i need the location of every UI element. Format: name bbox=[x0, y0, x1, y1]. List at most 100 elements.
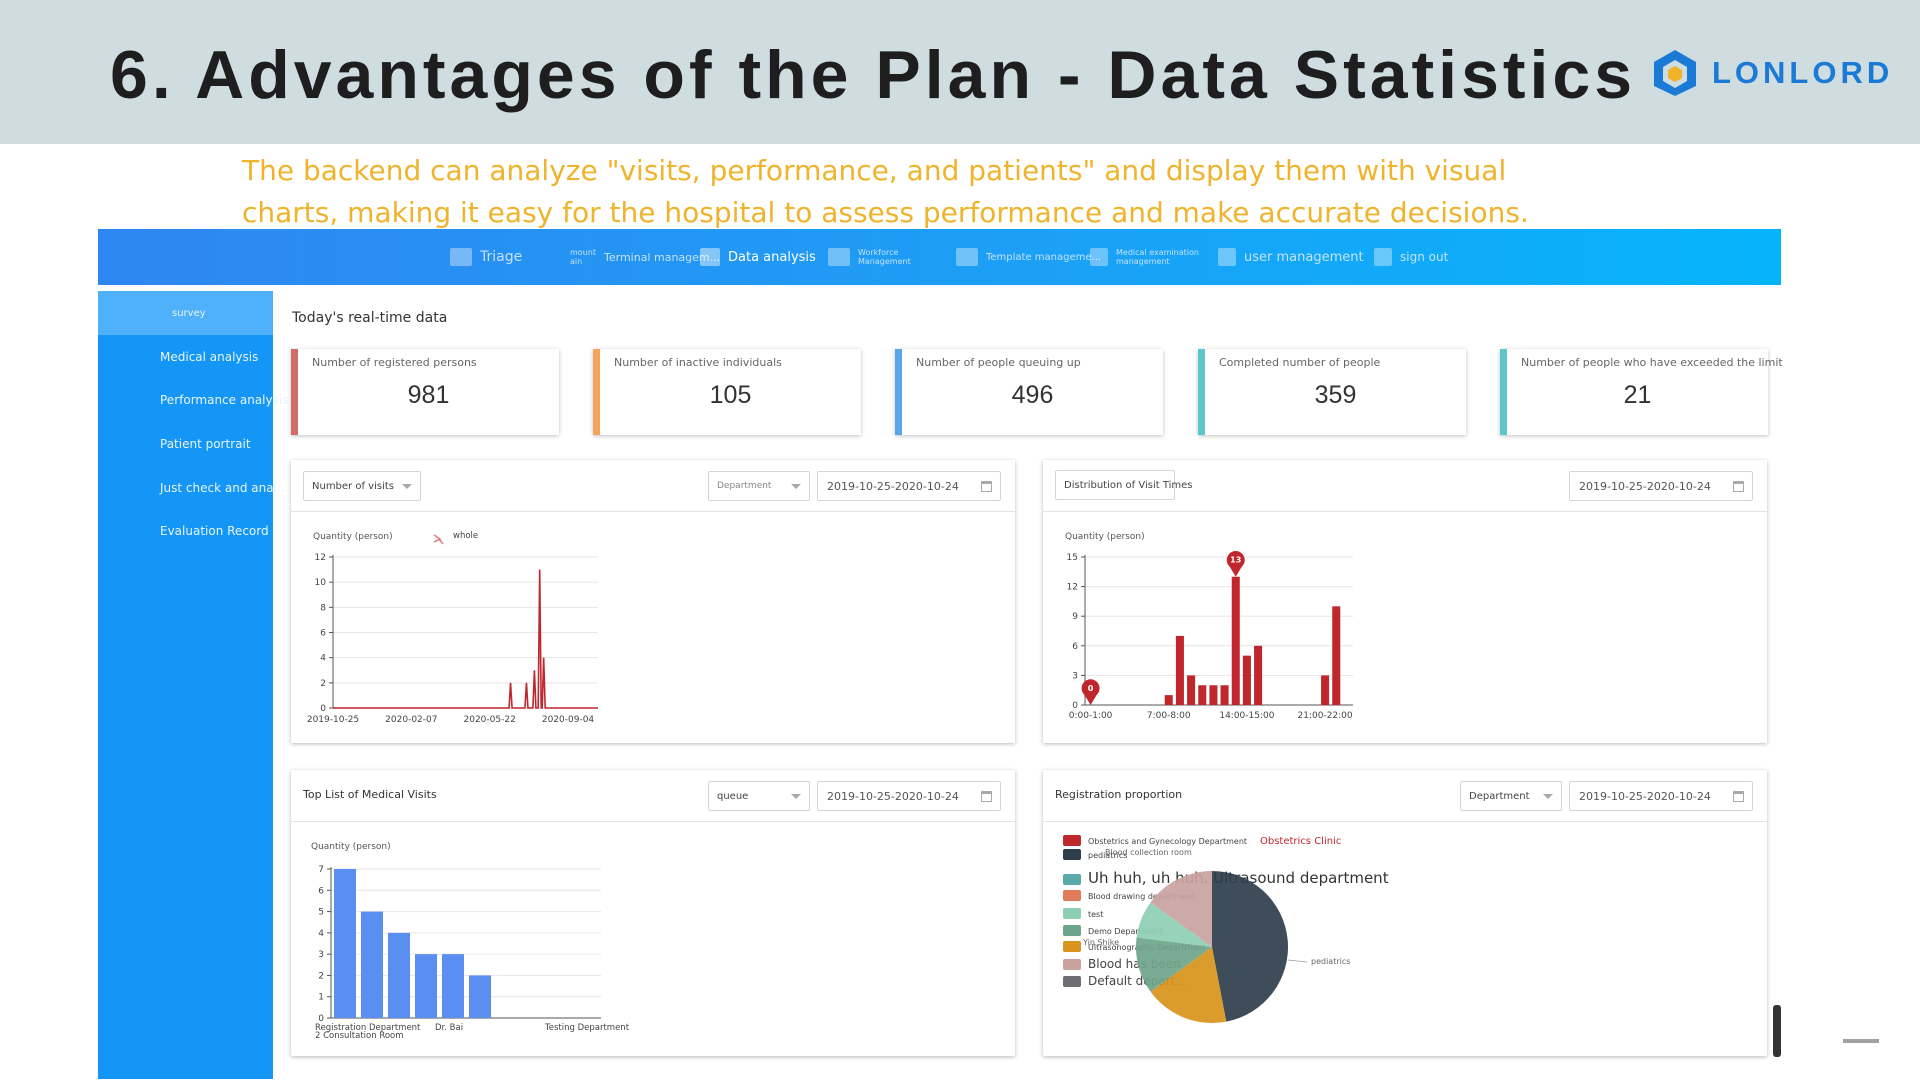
user-icon bbox=[1090, 248, 1108, 266]
nav-terminal-management[interactable]: Terminal managem... bbox=[604, 229, 720, 285]
date-range-picker[interactable]: 2019-10-25-2020-10-24 bbox=[817, 781, 1001, 811]
stat-label: Number of people queuing up bbox=[916, 356, 1081, 369]
sidebar-item-medical-analysis[interactable]: Medical analysis bbox=[160, 350, 259, 364]
y-tick-label: 5 bbox=[318, 908, 324, 918]
x-tick-label: Dr. Bai bbox=[435, 1023, 463, 1033]
x-tick-label: 2019-10-25 bbox=[307, 715, 359, 725]
panel-header: Top List of Medical Visits queue 2019-10… bbox=[291, 770, 1015, 822]
nav-sign-out[interactable]: sign out bbox=[1374, 229, 1448, 285]
pie-slice bbox=[1150, 871, 1212, 947]
legend-swatch bbox=[1063, 890, 1081, 901]
pie-annotation: Obstetrics Clinic bbox=[1260, 836, 1341, 847]
scrollbar-thumb[interactable] bbox=[1773, 1005, 1781, 1057]
pie-slice bbox=[1136, 902, 1212, 947]
nav-label: sign out bbox=[1400, 250, 1449, 264]
x-tick-label: 2 Consultation Room bbox=[315, 1031, 404, 1041]
date-range-picker[interactable]: 2019-10-25-2020-10-24 bbox=[817, 471, 1001, 501]
y-tick-label: 2 bbox=[318, 971, 324, 981]
pie-annotation: pediatrics bbox=[1311, 957, 1350, 966]
app-screenshot: Triage mount ain Terminal managem... Dat… bbox=[98, 229, 1783, 1079]
department-select[interactable]: Department bbox=[708, 471, 810, 501]
value-marker-pin bbox=[1081, 679, 1100, 705]
pie-slice bbox=[1150, 947, 1227, 1023]
y-tick-label: 0 bbox=[1072, 701, 1078, 711]
nav-label: Medical examination management bbox=[1116, 248, 1199, 266]
x-tick-label: 2020-05-22 bbox=[464, 715, 516, 725]
sidebar-item-performance-analysis[interactable]: Performance analysis bbox=[160, 393, 289, 407]
sidebar-item-patient-portrait[interactable]: Patient portrait bbox=[160, 437, 251, 451]
bar bbox=[1187, 675, 1196, 705]
value-marker-label: 0 bbox=[1088, 684, 1094, 693]
nav-user-management[interactable]: user management bbox=[1218, 229, 1364, 285]
queue-select[interactable]: queue bbox=[708, 781, 810, 811]
select-value: Department bbox=[1469, 790, 1530, 802]
sidebar-item-check-analysis[interactable]: Just check and anal... bbox=[160, 481, 289, 495]
chevron-down-icon bbox=[791, 794, 801, 799]
legend-label: Obstetrics and Gynecology Department bbox=[1088, 837, 1247, 846]
stat-label: Number of registered persons bbox=[312, 356, 477, 369]
y-axis-label: Quantity (person) bbox=[311, 842, 391, 852]
bar bbox=[388, 932, 410, 1018]
stat-value: 359 bbox=[1314, 381, 1357, 409]
leader-line bbox=[1287, 959, 1308, 963]
bar bbox=[1198, 685, 1207, 705]
legend-swatch bbox=[1063, 925, 1081, 936]
nav-label: Template manageme... bbox=[986, 251, 1102, 263]
nav-label: Data analysis bbox=[728, 249, 816, 265]
sidebar-item-survey[interactable]: survey bbox=[98, 291, 273, 335]
legend-whole[interactable]: whole bbox=[433, 531, 478, 545]
legend-label: test bbox=[1088, 910, 1103, 919]
nav-triage[interactable]: Triage bbox=[450, 229, 522, 285]
metric-select[interactable]: Number of visits bbox=[303, 471, 421, 501]
chevron-down-icon bbox=[1543, 794, 1553, 799]
nav-mount[interactable]: mount ain bbox=[570, 229, 596, 285]
stat-card-inactive: Number of inactive individuals 105 bbox=[593, 349, 861, 435]
panel-header: Registration proportion Department 2019-… bbox=[1043, 770, 1767, 822]
date-range-picker[interactable]: 2019-10-25-2020-10-24 bbox=[1569, 471, 1753, 501]
stat-label: Number of people who have exceeded the l… bbox=[1521, 356, 1783, 369]
date-value: 2019-10-25-2020-10-24 bbox=[827, 479, 959, 493]
x-tick-label: 21:00-22:00 bbox=[1298, 711, 1353, 721]
legend-swatch bbox=[1063, 908, 1081, 919]
department-select[interactable]: Department bbox=[1460, 781, 1562, 811]
legend-swatch bbox=[1063, 941, 1081, 952]
legend-swatch bbox=[1063, 835, 1081, 846]
brand-logo: LONLORD bbox=[1652, 48, 1893, 98]
bar bbox=[334, 869, 356, 1018]
date-value: 2019-10-25-2020-10-24 bbox=[1579, 479, 1711, 493]
nav-template-management[interactable]: Template manageme... bbox=[956, 229, 1101, 285]
chevron-down-icon bbox=[402, 484, 412, 489]
nav-label: Terminal managem... bbox=[604, 250, 721, 264]
nav-label: mount ain bbox=[570, 248, 596, 266]
bar bbox=[1209, 685, 1218, 705]
chevron-down-icon bbox=[791, 484, 801, 489]
stat-label: Completed number of people bbox=[1219, 356, 1381, 369]
y-tick-label: 7 bbox=[318, 865, 324, 875]
panel-registration-proportion: Registration proportion Department 2019-… bbox=[1043, 770, 1767, 1056]
value-marker-pin bbox=[1226, 551, 1245, 577]
y-axis-label: Quantity (person) bbox=[1065, 532, 1145, 542]
select-value: Department bbox=[717, 481, 772, 491]
legend-swatch bbox=[1063, 874, 1081, 885]
sidebar-item-evaluation-record[interactable]: Evaluation Record bbox=[160, 524, 269, 538]
y-tick-label: 0 bbox=[320, 704, 326, 714]
x-tick-label: 2020-09-04 bbox=[542, 715, 595, 725]
logo-text: LONLORD bbox=[1712, 55, 1894, 90]
x-tick-label: 14:00-15:00 bbox=[1219, 711, 1274, 721]
page-indicator bbox=[1843, 1039, 1879, 1043]
nav-medical-examination[interactable]: Medical examination management bbox=[1090, 229, 1199, 285]
legend-label: pediatrics bbox=[1088, 851, 1127, 860]
bar bbox=[1321, 675, 1330, 705]
bar bbox=[1175, 635, 1184, 705]
bar bbox=[1254, 645, 1263, 705]
select-value: Number of visits bbox=[312, 480, 394, 492]
y-tick-label: 6 bbox=[1072, 642, 1078, 652]
realtime-section-title: Today's real-time data bbox=[292, 310, 448, 326]
nav-data-analysis[interactable]: Data analysis bbox=[700, 229, 816, 285]
y-tick-label: 12 bbox=[1067, 583, 1078, 593]
slide-header: 6. Advantages of the Plan - Data Statist… bbox=[0, 0, 1920, 144]
panel-title: Top List of Medical Visits bbox=[303, 788, 437, 801]
date-range-picker[interactable]: 2019-10-25-2020-10-24 bbox=[1569, 781, 1753, 811]
nav-workforce[interactable]: Workforce Management bbox=[828, 229, 911, 285]
value-marker-label: 13 bbox=[1230, 556, 1241, 565]
